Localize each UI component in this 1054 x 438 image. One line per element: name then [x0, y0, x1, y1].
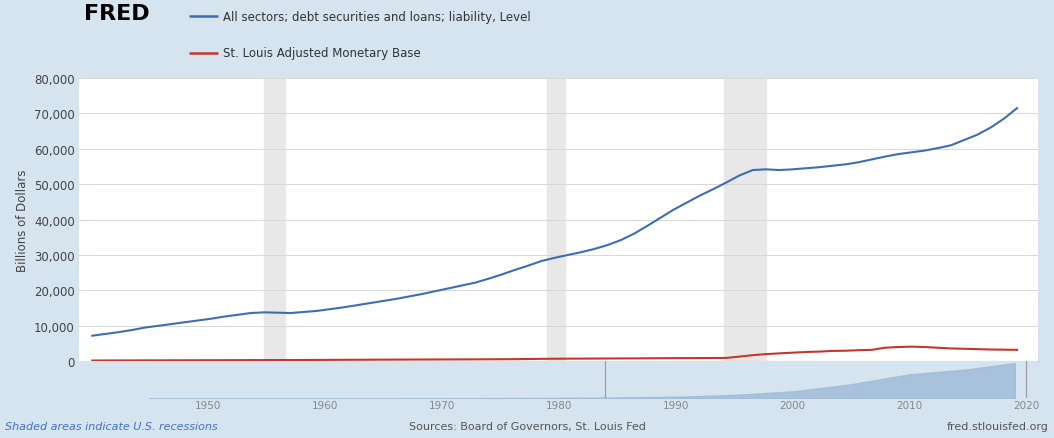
Text: St. Louis Adjusted Monetary Base: St. Louis Adjusted Monetary Base [223, 47, 421, 60]
Text: Shaded areas indicate U.S. recessions: Shaded areas indicate U.S. recessions [5, 421, 218, 431]
Text: FRED: FRED [84, 4, 150, 24]
Y-axis label: Billions of Dollars: Billions of Dollars [16, 169, 28, 271]
Text: Sources: Board of Governors, St. Louis Fed: Sources: Board of Governors, St. Louis F… [409, 421, 645, 431]
Text: All sectors; debt securities and loans; liability, Level: All sectors; debt securities and loans; … [223, 11, 530, 24]
Text: fred.stlouisfed.org: fred.stlouisfed.org [946, 421, 1049, 431]
Bar [547, 79, 565, 361]
Bar [264, 79, 286, 361]
Bar [724, 79, 766, 361]
